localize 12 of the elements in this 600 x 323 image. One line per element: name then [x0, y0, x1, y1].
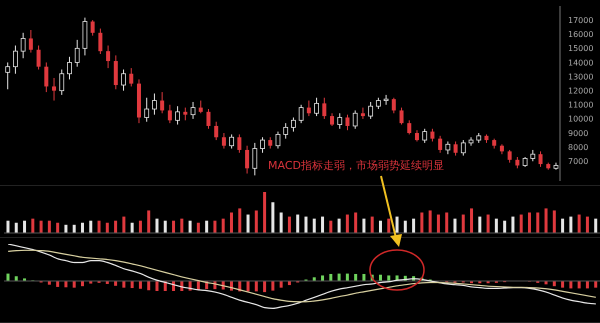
y-tick-label: 15000 — [568, 44, 594, 54]
y-tick-label: 12000 — [568, 86, 594, 96]
y-tick-label: 16000 — [568, 30, 594, 40]
y-tick-label: 17000 — [568, 16, 594, 25]
annotation: MACD指标走弱，市场弱势延续明显 — [266, 158, 446, 173]
y-tick-label: 11000 — [568, 100, 594, 110]
y-tick-label: 8000 — [568, 142, 588, 152]
y-tick-label: 14000 — [568, 58, 594, 68]
y-tick-label: 7000 — [568, 157, 588, 166]
y-tick-label: 9000 — [568, 128, 588, 138]
y-tick-label: 13000 — [568, 72, 594, 82]
y-tick-label: 10000 — [568, 114, 594, 124]
